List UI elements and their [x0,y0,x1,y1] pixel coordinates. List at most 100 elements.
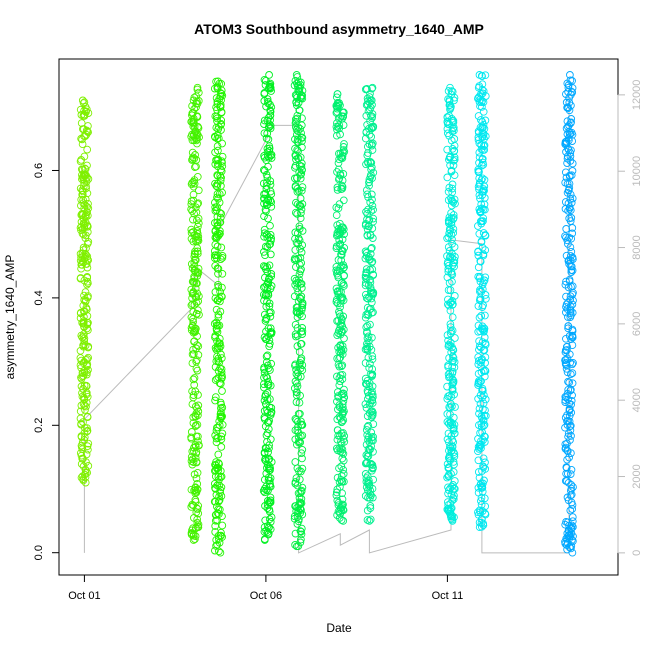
data-point [77,195,86,204]
data-point [292,307,301,315]
data-point [364,281,373,289]
data-point [189,419,198,427]
data-point [216,488,224,497]
data-point [266,221,274,230]
data-point [266,312,275,321]
data-point [298,165,306,174]
data-point [479,98,488,106]
data-point [335,464,343,473]
data-point [476,208,485,217]
data-point [444,483,452,492]
data-point [191,163,199,171]
data-point [266,435,275,444]
data-point [332,211,341,220]
data-point [294,127,302,136]
data-point [567,90,575,99]
data-point [266,187,275,196]
data-point [479,185,488,193]
data-point [266,493,275,502]
data-point [366,230,375,239]
data-point [475,473,484,482]
data-point [335,121,344,130]
data-point [297,186,306,195]
data-point [77,451,86,460]
data-point [188,148,197,157]
data-point [213,172,222,180]
data-point [367,124,376,132]
data-point [566,157,575,165]
data-point [480,326,488,335]
data-point [567,396,576,405]
data-point [363,472,372,480]
data-point [448,188,457,197]
data-point [338,278,346,287]
data-point [293,388,301,397]
data-point [263,351,272,360]
data-point [211,261,220,270]
data-point [338,501,347,510]
data-point [214,146,222,155]
data-point [211,393,220,401]
data-point [78,389,86,397]
y2-tick-label: 6000 [631,312,643,336]
data-point [477,312,486,320]
data-point [218,152,227,161]
data-point [293,210,302,218]
data-point [565,121,573,130]
data-point [365,305,374,314]
data-point [193,341,201,349]
data-point [335,287,344,296]
data-point [362,268,371,277]
data-point [217,408,225,417]
data-point [362,426,371,434]
data-point [481,353,490,362]
data-point [568,137,577,145]
data-point [293,382,302,391]
data-point [265,240,274,249]
data-point [215,496,224,504]
data-point [333,415,342,424]
data-point [290,384,299,393]
data-point [291,246,300,254]
data-point [260,90,269,98]
data-point [211,467,219,475]
data-point [191,412,200,420]
data-point [292,416,301,424]
data-point [77,119,86,127]
data-point [216,398,225,407]
data-point [262,170,271,179]
data-point [266,79,275,88]
data-point [475,345,483,354]
data-point [334,100,342,108]
data-point [444,361,452,370]
data-point [445,95,454,104]
data-point [192,162,200,171]
data-point [83,263,92,272]
data-point [567,311,575,320]
data-point [481,465,490,473]
data-point [211,472,220,481]
data-point [187,180,196,189]
data-point [260,75,269,84]
data-point [189,178,198,186]
data-point [216,364,224,373]
data-point [477,219,486,228]
data-point [297,527,305,536]
data-point [479,251,488,260]
data-point [562,225,571,233]
data-point [82,126,91,135]
data-point [218,162,227,171]
data-point [443,145,452,154]
data-point [82,177,91,186]
data-point [259,262,268,270]
data-point [448,235,456,244]
data-point [448,197,457,206]
data-point [191,483,200,492]
data-point [337,251,346,259]
data-point [264,135,273,144]
data-point [565,543,574,552]
data-point [566,206,575,215]
data-point [295,88,303,96]
data-point [565,534,574,543]
data-point [190,443,198,452]
